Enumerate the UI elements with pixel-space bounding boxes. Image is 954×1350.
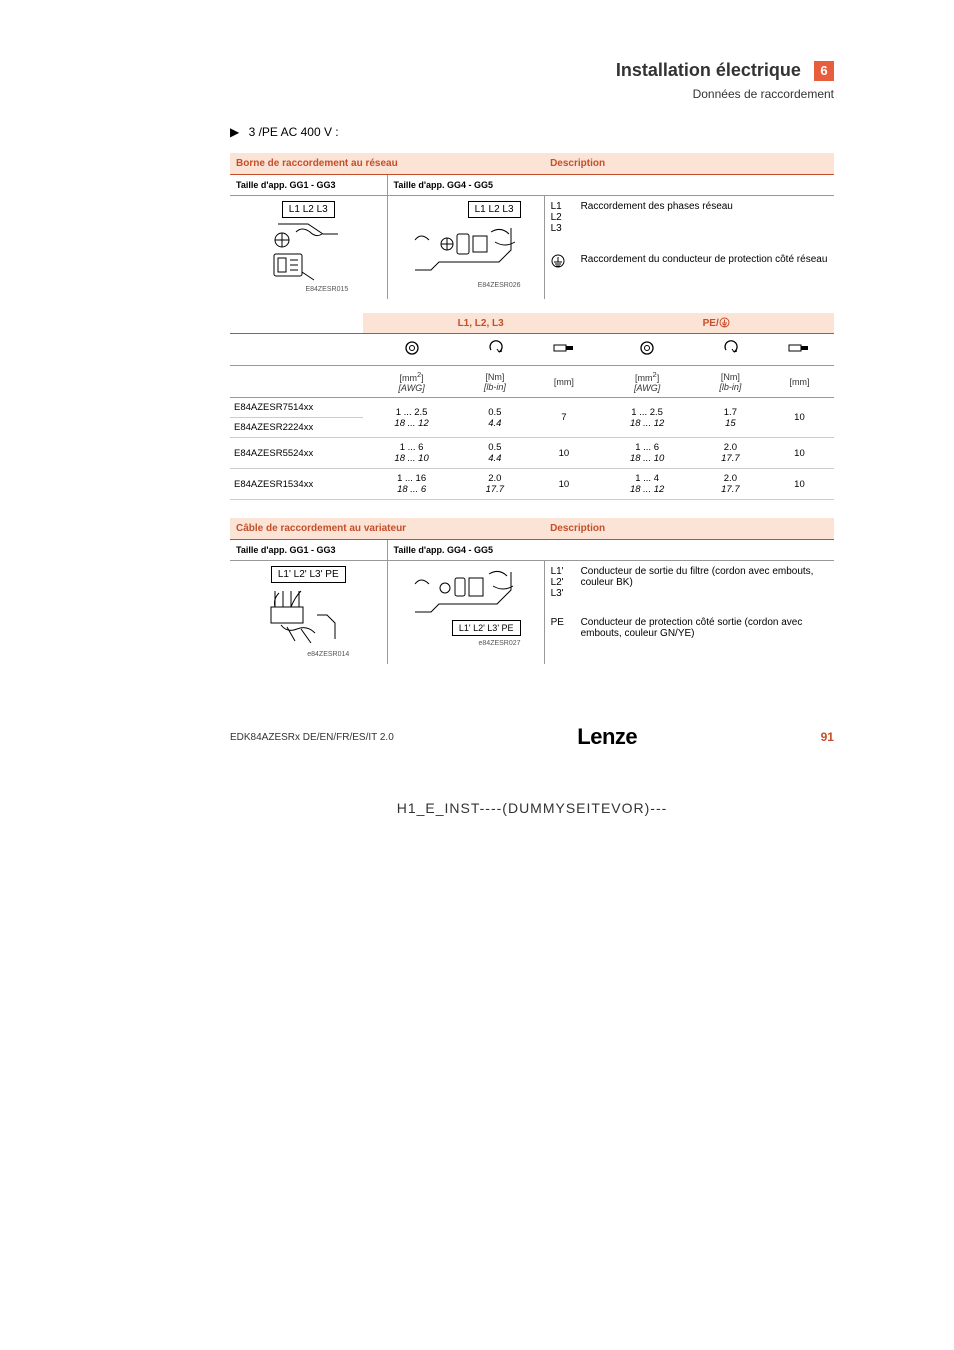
mains-terminal-table: Borne de raccordement au réseau Descript…: [230, 153, 834, 299]
spec-value: 1 ... 618 ... 10: [363, 438, 460, 469]
block2-col1-sub: Taille d'app. GG1 - GG3: [230, 540, 387, 561]
desc-key: L1 L2 L3: [551, 201, 581, 234]
block2-left-header: Câble de raccordement au variateur: [230, 518, 544, 540]
spec-value: 1 ... 2.518 ... 12: [363, 398, 460, 438]
cable-diagram-icon: [267, 585, 349, 647]
torque-icon: [696, 334, 765, 366]
unit-tq: [Nm][lb-in]: [460, 366, 529, 398]
header-subtitle: Données de raccordement: [230, 87, 834, 101]
diagram-caption-b2-2: e84ZESR027: [411, 640, 521, 647]
desc-key-pe: PE: [551, 617, 581, 639]
lead-text: 3 /PE AC 400 V :: [249, 125, 339, 139]
spec-blank-header: [230, 313, 363, 334]
block1-right-header: Description: [544, 153, 834, 175]
block1-col2-sub: Taille d'app. GG4 - GG5: [387, 175, 544, 196]
spec-row: E84AZESR1534xx1 ... 1618 ... 62.017.7101…: [230, 469, 834, 500]
spec-value: 10: [765, 398, 834, 438]
spec-value: 1 ... 618 ... 10: [598, 438, 695, 469]
block1-desc-subhead: [544, 175, 834, 196]
desc-key: L1' L2' L3': [551, 566, 581, 599]
desc-key-earth: [551, 254, 581, 271]
spec-row: E84AZESR7514xx1 ... 2.518 ... 120.54.471…: [230, 398, 834, 418]
spec-value: 10: [765, 438, 834, 469]
diagram-cell-gg1-gg3: L1 L2 L3 E84ZESR015: [230, 196, 387, 300]
spec-group-l123: L1, L2, L3: [363, 313, 599, 334]
block1-left-header: Borne de raccordement au réseau: [230, 153, 544, 175]
inverter-cable-table: Câble de raccordement au variateur Descr…: [230, 518, 834, 664]
terminal-label-b2-1: L1' L2' L3' PE: [271, 566, 346, 583]
earth-icon: [719, 317, 730, 328]
block2-col2-sub: Taille d'app. GG4 - GG5: [387, 540, 544, 561]
desc-text: Conducteur de sortie du filtre (cordon a…: [581, 566, 828, 599]
cable-diagram-icon: [411, 568, 521, 618]
desc-text: Raccordement du conducteur de protection…: [581, 254, 828, 271]
spec-table: L1, L2, L3 PE/ [mm2][AWG] [Nm][lb-in] [m…: [230, 313, 834, 500]
unit-cs: [mm2][AWG]: [363, 366, 460, 398]
desc-text: Raccordement des phases réseau: [581, 201, 733, 234]
spec-value: 7: [529, 398, 598, 438]
diagram-caption-2: E84ZESR026: [411, 282, 521, 289]
spec-value: 0.54.4: [460, 398, 529, 438]
desc-text: Conducteur de protection côté sortie (co…: [581, 617, 828, 639]
spec-value: 10: [529, 438, 598, 469]
spec-value: 0.54.4: [460, 438, 529, 469]
footer-page-number: 91: [821, 730, 834, 744]
terminal-label-2: L1 L2 L3: [468, 201, 521, 218]
spec-row: E84AZESR5524xx1 ... 618 ... 100.54.4101 …: [230, 438, 834, 469]
spec-group-pe: PE/: [598, 313, 834, 334]
strip-length-icon: [765, 334, 834, 366]
diagram-caption-1: E84ZESR015: [268, 286, 348, 293]
section-lead: ▶ 3 /PE AC 400 V :: [230, 125, 834, 139]
spec-value: 10: [765, 469, 834, 500]
cross-section-icon: [598, 334, 695, 366]
dummy-placeholder-text: H1_E_INST----(DUMMYSEITEVOR)---: [230, 800, 834, 816]
spec-value: 1 ... 2.518 ... 12: [598, 398, 695, 438]
spec-model: E84AZESR5524xx: [230, 438, 363, 469]
diagram-caption-b2-1: e84ZESR014: [267, 651, 349, 658]
spec-blank: [230, 366, 363, 398]
spec-blank: [230, 334, 363, 366]
unit-st: [mm]: [765, 366, 834, 398]
cross-section-icon: [363, 334, 460, 366]
block2-description-cell: L1' L2' L3' Conducteur de sortie du filt…: [544, 561, 834, 665]
spec-value: 2.017.7: [696, 438, 765, 469]
torque-icon: [460, 334, 529, 366]
earth-icon: [551, 254, 565, 268]
block1-col1-sub: Taille d'app. GG1 - GG3: [230, 175, 387, 196]
diagram-cell-gg4-gg5-b2: L1' L2' L3' PE e84ZESR027: [387, 561, 544, 665]
page-header: Installation électrique 6: [230, 60, 834, 81]
unit-st: [mm]: [529, 366, 598, 398]
spec-model: E84AZESR2224xx: [230, 418, 363, 438]
spec-model: E84AZESR7514xx: [230, 398, 363, 418]
spec-value: 1 ... 418 ... 12: [598, 469, 695, 500]
spec-value: 1 ... 1618 ... 6: [363, 469, 460, 500]
unit-cs: [mm2][AWG]: [598, 366, 695, 398]
spec-value: 1.715: [696, 398, 765, 438]
section-number-badge: 6: [814, 61, 834, 81]
diagram-cell-gg4-gg5: L1 L2 L3 E84ZESR026: [387, 196, 544, 300]
block2-right-header: Description: [544, 518, 834, 540]
strip-length-icon: [529, 334, 598, 366]
spec-value: 2.017.7: [460, 469, 529, 500]
unit-tq: [Nm][lb-in]: [696, 366, 765, 398]
diagram-cell-gg1-gg3-b2: L1' L2' L3' PE e84ZESR014: [230, 561, 387, 665]
terminal-label-b2-2: L1' L2' L3' PE: [452, 620, 521, 636]
terminal-diagram-icon: [411, 220, 521, 278]
terminal-diagram-icon: [268, 220, 348, 282]
page-footer: EDK84AZESRx DE/EN/FR/ES/IT 2.0 Lenze 91: [230, 724, 834, 750]
block1-description-cell: L1 L2 L3 Raccordement des phases réseau …: [544, 196, 834, 300]
terminal-label-1: L1 L2 L3: [282, 201, 335, 218]
spec-value: 2.017.7: [696, 469, 765, 500]
triangle-bullet-icon: ▶: [230, 125, 239, 139]
block2-desc-subhead: [544, 540, 834, 561]
spec-value: 10: [529, 469, 598, 500]
footer-doc-id: EDK84AZESRx DE/EN/FR/ES/IT 2.0: [230, 732, 394, 743]
spec-model: E84AZESR1534xx: [230, 469, 363, 500]
footer-brand-logo: Lenze: [577, 724, 637, 750]
header-title: Installation électrique: [616, 60, 801, 81]
